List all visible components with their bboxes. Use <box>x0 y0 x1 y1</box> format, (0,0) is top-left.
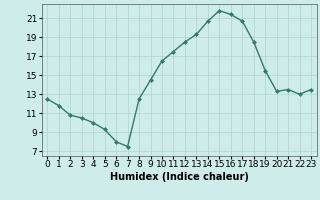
X-axis label: Humidex (Indice chaleur): Humidex (Indice chaleur) <box>110 172 249 182</box>
